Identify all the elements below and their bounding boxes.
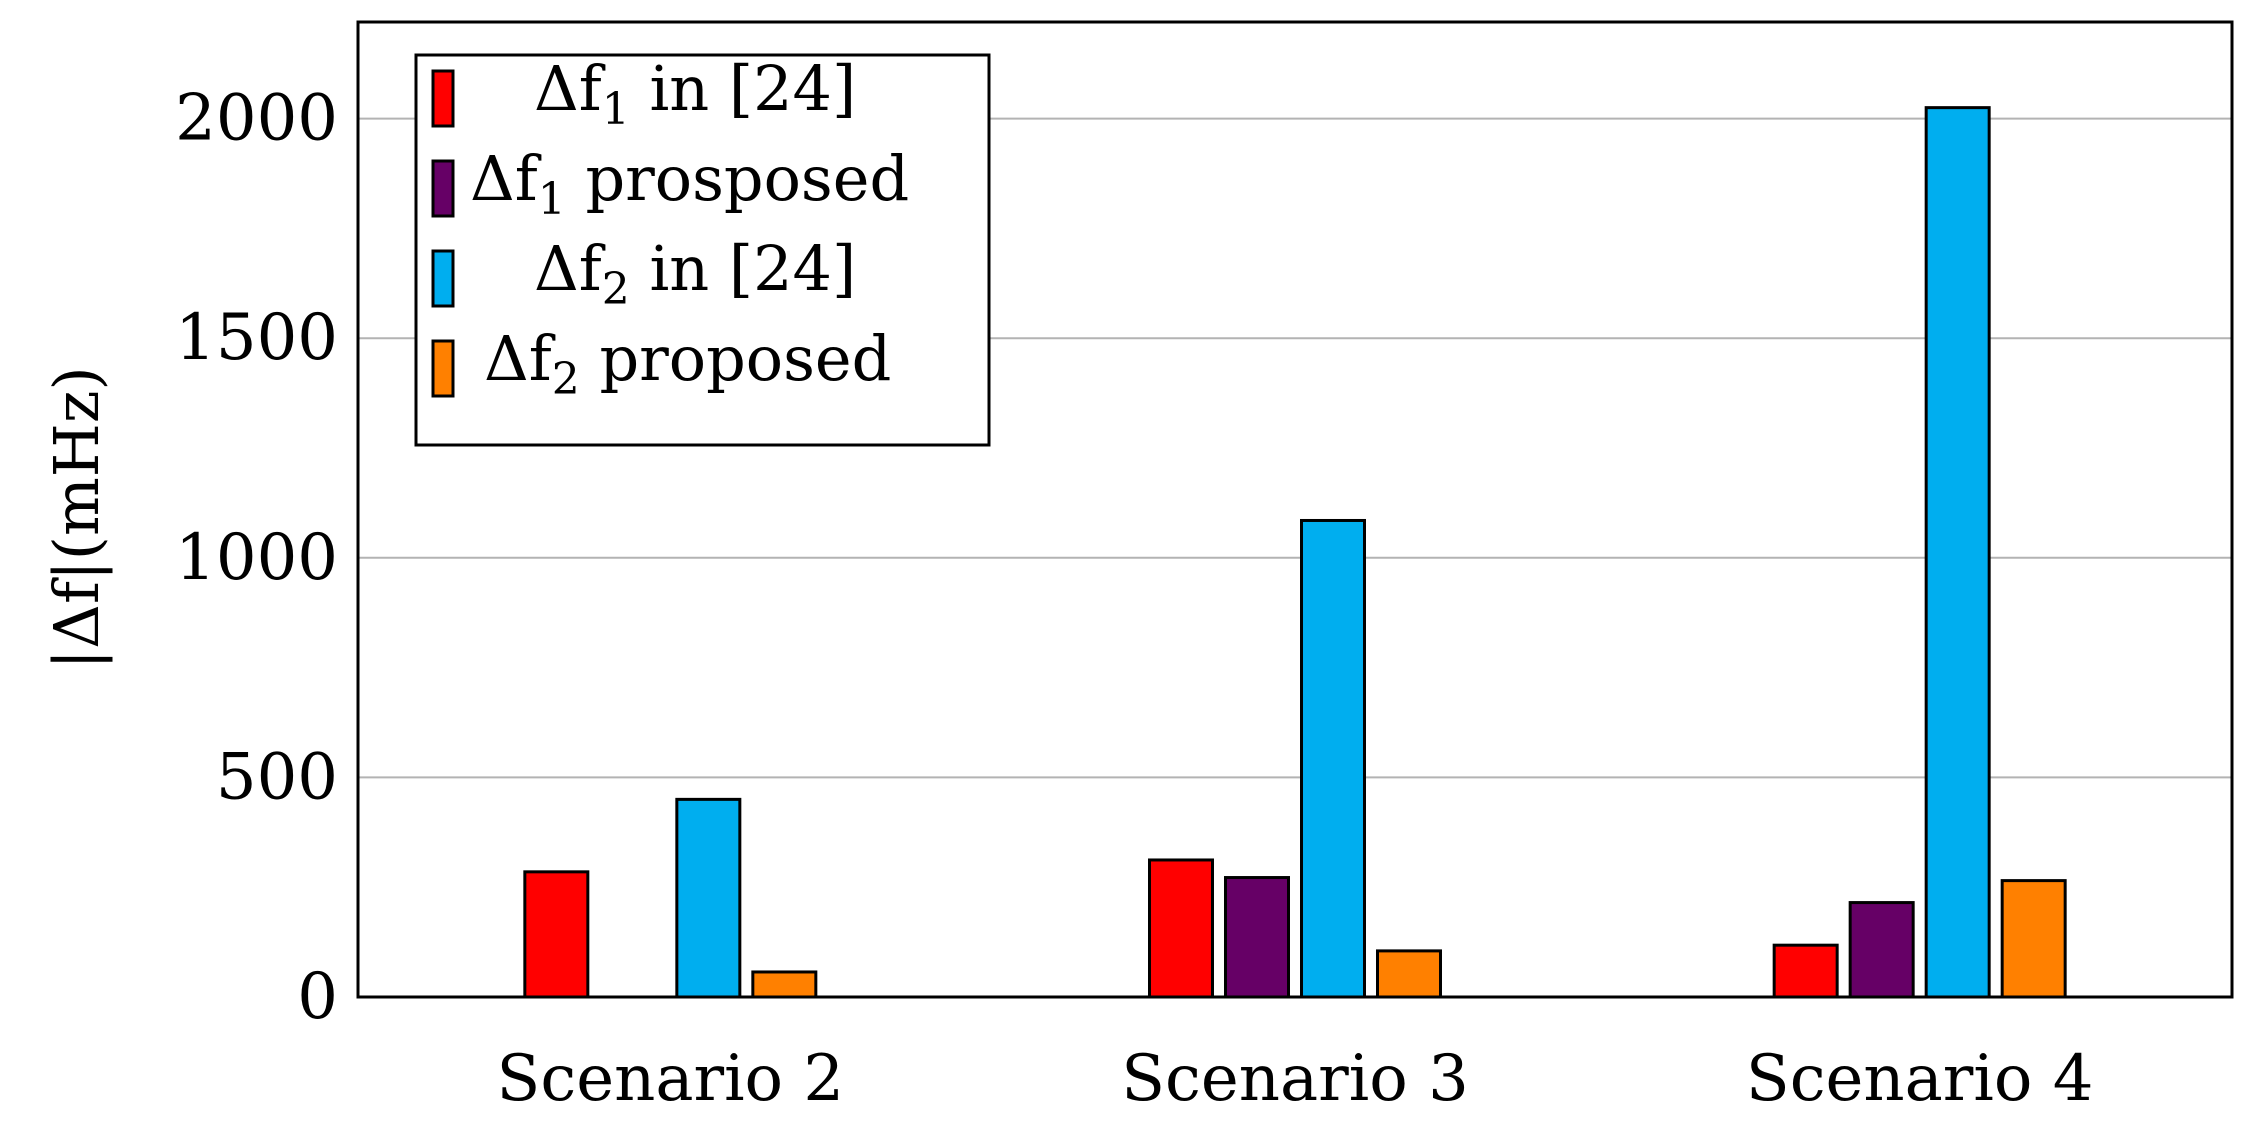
y-tick-label: 0: [297, 960, 338, 1034]
legend-swatch: [431, 69, 455, 128]
legend-entry-name: Δf: [534, 232, 606, 305]
legend-entry-name: Δf: [470, 142, 542, 215]
y-axis-ticks: 0 500 1000 1500 2000: [175, 82, 338, 1034]
bar: [1224, 876, 1290, 999]
bar: [1924, 106, 1991, 999]
x-tick-label: Scenario 2: [497, 1042, 845, 1116]
x-tick-label: Scenario 3: [1121, 1042, 1469, 1116]
legend-swatch: [431, 159, 455, 218]
legend-entry-suffix-tail: d: [869, 142, 909, 215]
y-tick-label: 1500: [175, 301, 338, 375]
y-tick-label: 2000: [175, 82, 338, 156]
y-tick-label: 1000: [175, 521, 338, 595]
legend-entry-suffix: prospose: [566, 142, 870, 215]
legend-swatch: [431, 249, 455, 308]
legend-entry-subscript: 2: [552, 354, 580, 405]
bar: [1848, 901, 1915, 999]
legend-entry-suffix: in [24]: [630, 232, 856, 305]
bar: [523, 870, 590, 999]
legend-swatch: [431, 339, 455, 398]
legend-entry-subscript: 1: [602, 84, 630, 135]
bar: [1772, 943, 1839, 999]
legend-entry: Δf2 in [24]: [534, 232, 856, 315]
bar: [1376, 949, 1442, 999]
y-axis-label: |Δf|(mHz): [40, 366, 113, 669]
bar: [1148, 858, 1214, 999]
legend-entry-suffix: in [24]: [630, 52, 856, 125]
legend-box: [414, 53, 991, 447]
x-tick-label: Scenario 4: [1746, 1042, 2094, 1116]
legend-entry: Δf2 proposed: [484, 322, 891, 405]
legend-entry-name: Δf: [534, 52, 606, 125]
bar: [2000, 879, 2067, 999]
legend-entry-suffix: proposed: [580, 322, 892, 395]
plot-frame: [356, 20, 2234, 999]
legend-entry-subscript: 2: [602, 264, 630, 315]
legend-entry-subscript: 1: [538, 174, 566, 225]
y-tick-label: 500: [216, 740, 338, 814]
bar: [675, 797, 742, 999]
legend-entry: Δf1 prosposed: [470, 142, 909, 225]
legend-entry: Δf1 in [24]: [534, 52, 856, 135]
legend-entry-name: Δf: [484, 322, 556, 395]
bar: [751, 970, 818, 999]
x-axis-ticks: Scenario 2 Scenario 3 Scenario 4: [497, 1042, 2094, 1116]
bar: [1300, 518, 1366, 999]
